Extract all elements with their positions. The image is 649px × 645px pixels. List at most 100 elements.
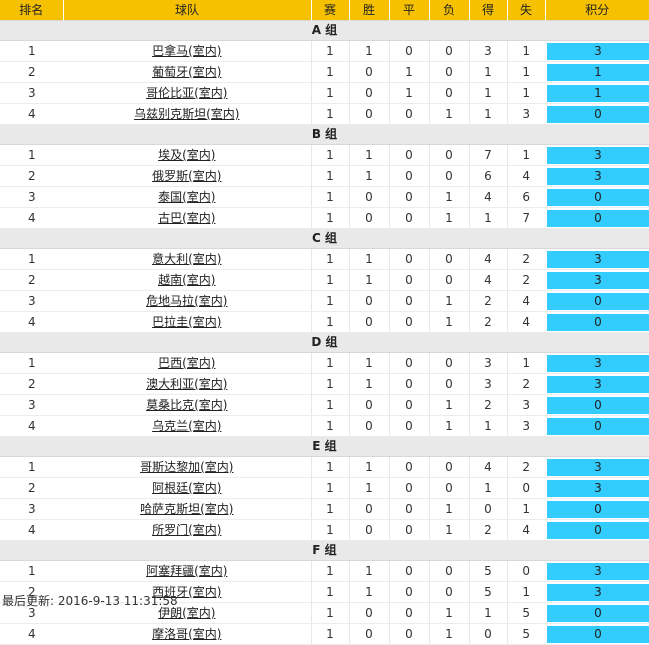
team-link[interactable]: 越南(室内)	[158, 273, 216, 287]
team-row: 3 泰国(室内) 1 0 0 1 4 6 0	[0, 186, 649, 208]
team-link[interactable]: 阿塞拜疆(室内)	[146, 564, 228, 578]
header-win: 胜	[349, 0, 390, 21]
goals-against-cell: 3	[506, 103, 545, 125]
team-link[interactable]: 莫桑比克(室内)	[146, 398, 228, 412]
team-row: 1 巴拿马(室内) 1 1 0 0 3 1 3	[0, 40, 649, 62]
draw-cell: 0	[388, 186, 429, 208]
draw-cell: 0	[388, 519, 429, 541]
team-row: 4 巴拉圭(室内) 1 0 0 1 2 4 0	[0, 311, 649, 333]
team-link[interactable]: 哈萨克斯坦(室内)	[140, 502, 234, 516]
goals-for-cell: 1	[468, 602, 507, 624]
team-link[interactable]: 巴西(室内)	[158, 356, 216, 370]
played-cell: 1	[310, 61, 349, 83]
goals-against-cell: 6	[506, 186, 545, 208]
goals-against-cell: 1	[506, 144, 545, 166]
draw-cell: 0	[388, 269, 429, 291]
played-cell: 1	[310, 269, 349, 291]
points-value: 0	[547, 500, 649, 518]
goals-against-cell: 5	[506, 602, 545, 624]
loss-cell: 0	[428, 352, 469, 374]
goals-for-cell: 3	[468, 352, 507, 374]
win-cell: 0	[348, 186, 389, 208]
team-link[interactable]: 西班牙(室内)	[152, 585, 222, 599]
points-value: 0	[547, 292, 649, 310]
team-link[interactable]: 哥斯达黎加(室内)	[140, 460, 234, 474]
group-header: A 组	[0, 20, 649, 41]
played-cell: 1	[310, 477, 349, 499]
points-value: 0	[547, 313, 649, 331]
points-value: 3	[547, 146, 649, 164]
team-row: 4 所罗门(室内) 1 0 0 1 2 4 0	[0, 519, 649, 541]
team-link[interactable]: 泰国(室内)	[158, 190, 216, 204]
win-cell: 0	[348, 498, 389, 520]
goals-against-cell: 5	[506, 623, 545, 645]
team-row: 1 巴西(室内) 1 1 0 0 3 1 3	[0, 352, 649, 374]
rank-cell: 1	[0, 560, 63, 582]
team-link[interactable]: 埃及(室内)	[158, 148, 216, 162]
played-cell: 1	[310, 186, 349, 208]
played-cell: 1	[310, 144, 349, 166]
team-link[interactable]: 俄罗斯(室内)	[152, 169, 222, 183]
header-goals-for: 得	[469, 0, 508, 21]
team-cell: 巴西(室内)	[63, 352, 311, 374]
header-goals-against: 失	[507, 0, 546, 21]
team-row: 2 西班牙(室内) 1 1 0 0 5 1 3	[0, 581, 649, 603]
goals-for-cell: 6	[468, 165, 507, 187]
played-cell: 1	[310, 40, 349, 62]
team-link[interactable]: 哥伦比亚(室内)	[146, 86, 228, 100]
points-value: 0	[547, 604, 649, 622]
group-label: E 组	[0, 436, 649, 457]
team-link[interactable]: 葡萄牙(室内)	[152, 65, 222, 79]
team-cell: 莫桑比克(室内)	[63, 394, 311, 416]
points-value: 3	[547, 479, 649, 497]
draw-cell: 0	[388, 311, 429, 333]
goals-for-cell: 4	[468, 456, 507, 478]
team-link[interactable]: 乌克兰(室内)	[152, 419, 222, 433]
team-cell: 乌兹别克斯坦(室内)	[63, 103, 311, 125]
played-cell: 1	[310, 415, 349, 437]
team-link[interactable]: 摩洛哥(室内)	[152, 627, 222, 641]
goals-against-cell: 4	[506, 519, 545, 541]
team-link[interactable]: 古巴(室内)	[158, 211, 216, 225]
points-cell: 0	[545, 290, 649, 312]
points-cell: 1	[545, 82, 649, 104]
team-row: 4 古巴(室内) 1 0 0 1 1 7 0	[0, 207, 649, 229]
team-link[interactable]: 乌兹别克斯坦(室内)	[134, 107, 240, 121]
goals-for-cell: 3	[468, 40, 507, 62]
points-value: 0	[547, 105, 649, 123]
team-link[interactable]: 巴拿马(室内)	[152, 44, 222, 58]
team-link[interactable]: 危地马拉(室内)	[146, 294, 228, 308]
loss-cell: 0	[428, 456, 469, 478]
team-link[interactable]: 阿根廷(室内)	[152, 481, 222, 495]
goals-for-cell: 1	[468, 415, 507, 437]
goals-for-cell: 1	[468, 103, 507, 125]
win-cell: 0	[348, 394, 389, 416]
draw-cell: 0	[388, 477, 429, 499]
loss-cell: 1	[428, 415, 469, 437]
loss-cell: 0	[428, 269, 469, 291]
goals-against-cell: 2	[506, 248, 545, 270]
team-link[interactable]: 意大利(室内)	[152, 252, 222, 266]
last-updated-timestamp: 2016-9-13 11:31:58	[57, 594, 178, 608]
draw-cell: 0	[388, 40, 429, 62]
played-cell: 1	[310, 581, 349, 603]
points-cell: 3	[545, 373, 649, 395]
team-link[interactable]: 所罗门(室内)	[152, 523, 222, 537]
points-cell: 3	[545, 477, 649, 499]
team-link[interactable]: 巴拉圭(室内)	[152, 315, 222, 329]
team-row: 2 葡萄牙(室内) 1 0 1 0 1 1 1	[0, 61, 649, 83]
played-cell: 1	[310, 394, 349, 416]
rank-cell: 3	[0, 394, 63, 416]
draw-cell: 0	[388, 456, 429, 478]
points-value: 3	[547, 583, 649, 601]
team-cell: 哥伦比亚(室内)	[63, 82, 311, 104]
team-link[interactable]: 澳大利亚(室内)	[146, 377, 228, 391]
points-value: 3	[547, 42, 649, 60]
rank-cell: 2	[0, 269, 63, 291]
win-cell: 0	[348, 311, 389, 333]
loss-cell: 0	[428, 144, 469, 166]
played-cell: 1	[310, 498, 349, 520]
draw-cell: 0	[388, 602, 429, 624]
rank-cell: 4	[0, 415, 63, 437]
team-cell: 古巴(室内)	[63, 207, 311, 229]
